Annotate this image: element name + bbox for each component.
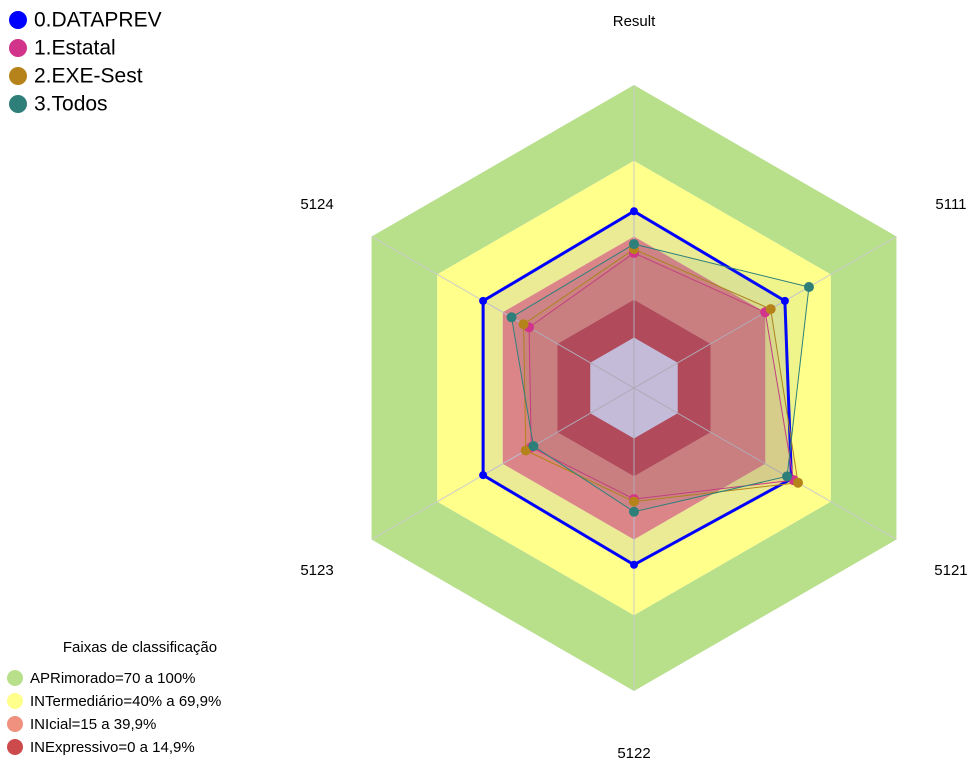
bands-legend-marker bbox=[7, 693, 23, 709]
spoke bbox=[371, 387, 635, 540]
series-point bbox=[629, 496, 639, 507]
legend-marker bbox=[9, 95, 27, 113]
bands-legend-label: APRimorado=70 a 100% bbox=[30, 670, 196, 687]
series-point bbox=[793, 477, 804, 488]
legend-label: 1.Estatal bbox=[34, 37, 116, 60]
series-point bbox=[520, 445, 531, 456]
series-point bbox=[782, 471, 793, 482]
series-point bbox=[765, 304, 776, 315]
band bbox=[557, 299, 711, 477]
series-point bbox=[629, 506, 639, 517]
bands-legend-marker bbox=[7, 716, 23, 732]
legend-label: 3.Todos bbox=[34, 93, 108, 116]
series-point bbox=[479, 471, 488, 480]
band bbox=[437, 160, 831, 616]
series-point bbox=[630, 560, 638, 569]
legend-marker bbox=[9, 11, 27, 29]
bands-legend-label: INIcial=15 a 39,9% bbox=[30, 716, 156, 733]
spoke bbox=[633, 387, 897, 540]
band bbox=[371, 85, 897, 691]
category-label: 5122 bbox=[617, 745, 650, 762]
series-point bbox=[479, 296, 488, 305]
bands-legend-label: INTermediário=40% a 69,9% bbox=[30, 693, 221, 710]
band bbox=[502, 236, 766, 540]
legend-marker bbox=[9, 67, 27, 85]
series-point bbox=[518, 319, 529, 330]
bands-legend-title: Faixas de classificação bbox=[63, 639, 217, 656]
category-label: 5124 bbox=[300, 196, 333, 213]
category-label: Result bbox=[613, 13, 656, 30]
bands-legend-label: INExpressivo=0 a 14,9% bbox=[30, 739, 195, 756]
series-point bbox=[528, 441, 539, 452]
series-point bbox=[630, 207, 638, 216]
category-label: 5111 bbox=[935, 196, 966, 213]
series-point bbox=[506, 312, 517, 323]
legend-label: 0.DATAPREV bbox=[34, 9, 162, 32]
category-label: 5121 bbox=[934, 562, 967, 579]
bands-legend-marker bbox=[7, 739, 23, 755]
spoke bbox=[371, 236, 635, 389]
legend-label: 2.EXE-Sest bbox=[34, 65, 143, 88]
series-point bbox=[780, 296, 789, 305]
category-label: 5123 bbox=[300, 562, 333, 579]
series-point bbox=[803, 282, 814, 292]
series-point bbox=[629, 239, 639, 250]
legend-marker bbox=[9, 39, 27, 57]
bands-legend-marker bbox=[7, 670, 23, 686]
